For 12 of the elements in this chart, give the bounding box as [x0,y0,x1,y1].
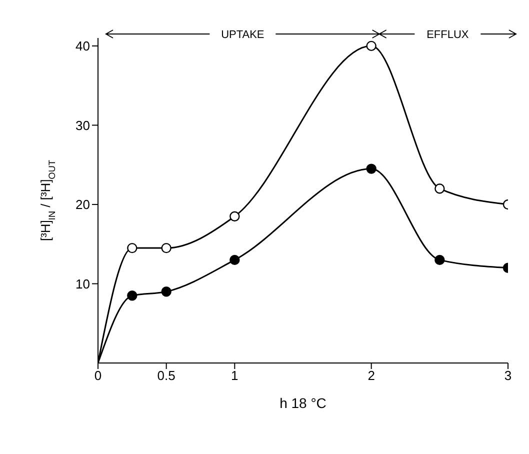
x-tick-label: 2 [368,368,375,384]
annotation: UPTAKE [221,29,264,41]
x-axis-title: h 18 °C [280,395,326,411]
annotation: EFFLUX [426,29,470,41]
y-tick-label: 20 [76,197,90,212]
x-tick-label: 0.5 [157,368,176,384]
x-tick-label: 3 [504,368,512,384]
y-tick-label: 10 [76,276,90,292]
y-tick-label: 30 [76,118,90,133]
x-tick-label: 0 [94,368,102,384]
x-tick-label: 1 [231,368,238,384]
y-tick-label: 40 [76,38,90,54]
